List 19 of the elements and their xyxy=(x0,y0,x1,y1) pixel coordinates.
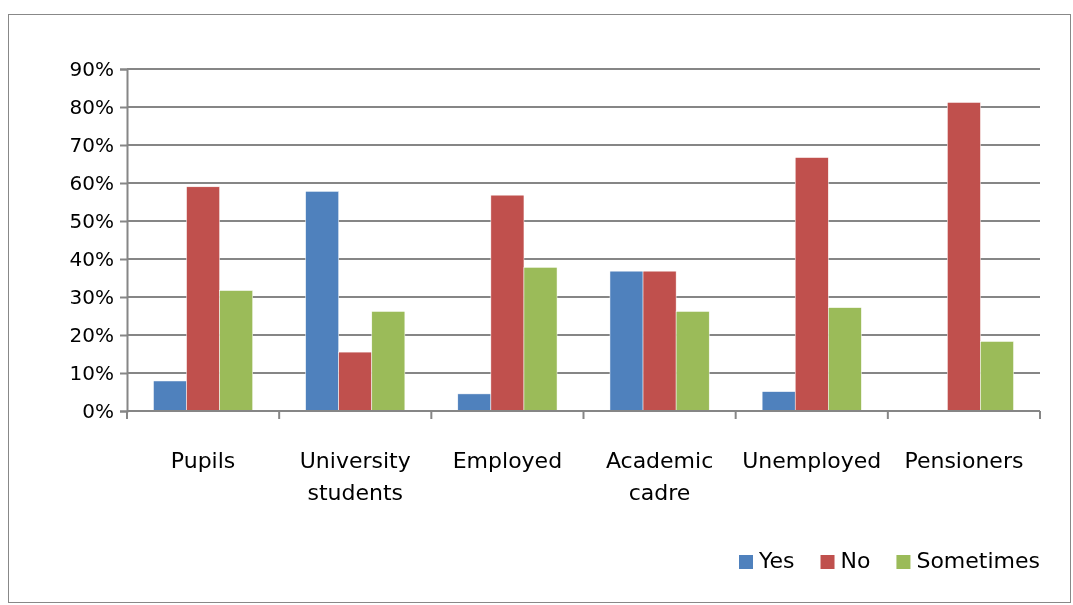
y-tick-label: 30% xyxy=(69,284,114,309)
y-tick-label: 20% xyxy=(69,322,114,347)
legend-label: Yes xyxy=(758,548,795,573)
legend-label: Sometimes xyxy=(916,548,1040,573)
x-tick-label: Pupils xyxy=(170,448,236,473)
x-tick-label: Unemployed xyxy=(742,448,882,473)
y-tick-label: 70% xyxy=(69,132,114,157)
y-tick-label: 80% xyxy=(69,94,114,119)
y-tick-label: 40% xyxy=(69,246,114,271)
x-tick-label: Pensioners xyxy=(904,448,1024,473)
x-tick-label: Academic cadre xyxy=(605,448,714,505)
y-tick-label: 90% xyxy=(69,56,114,81)
y-tick-label: 0% xyxy=(82,398,114,423)
y-tick-label: 60% xyxy=(69,170,114,195)
y-tick-label: 10% xyxy=(69,360,114,385)
x-tick-label: University students xyxy=(299,448,411,505)
legend-label: No xyxy=(840,548,871,573)
y-tick-label: 50% xyxy=(69,208,114,233)
x-tick-label: Employed xyxy=(452,448,563,473)
